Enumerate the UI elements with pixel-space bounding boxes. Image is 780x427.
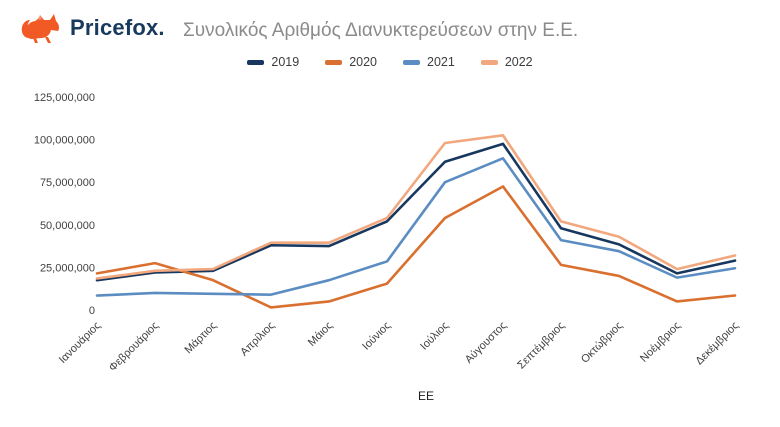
series-line-2022 xyxy=(95,134,737,280)
y-axis-tick-label: 125,000,000 xyxy=(34,92,95,104)
pricefox-logo: Pricefox. xyxy=(20,12,165,44)
x-axis-tick-label: Απρίλιος xyxy=(238,320,277,359)
fox-icon xyxy=(21,14,60,43)
y-axis-tick-label: 100,000,000 xyxy=(34,135,95,147)
chart-title: Συνολικός Αριθμός Διανυκτερεύσεων στην Ε… xyxy=(183,20,579,41)
legend-swatch-2022 xyxy=(480,59,498,65)
x-axis-tick-label: Δεκέμβριος xyxy=(693,320,741,368)
legend-swatch-2021 xyxy=(403,59,420,65)
legend-item-2021: 2021 xyxy=(403,55,455,69)
x-axis-title: ΕΕ xyxy=(418,389,434,403)
legend-label-2020: 2020 xyxy=(349,55,377,69)
y-axis-tick-label: 25,000,000 xyxy=(40,262,95,274)
y-axis-tick-label: 50,000,000 xyxy=(40,220,95,232)
x-axis-tick-label: Μάρτιος xyxy=(182,320,219,357)
x-axis-tick-label: Μάιος xyxy=(306,320,335,349)
legend-swatch-2020 xyxy=(325,59,343,65)
y-axis-tick-label: 0 xyxy=(89,305,95,317)
legend-swatch-2019 xyxy=(247,59,265,65)
x-axis-tick-label: Σεπτέμβριος xyxy=(515,320,567,372)
legend-item-2020: 2020 xyxy=(325,55,377,69)
x-axis-tick-label: Ιανουάριος xyxy=(57,320,103,366)
legend-item-2022: 2022 xyxy=(480,55,533,69)
series-line-2020 xyxy=(95,185,737,309)
legend-item-2019: 2019 xyxy=(247,55,299,69)
x-axis-tick-label: Αύγουστος xyxy=(463,320,509,366)
chart-legend: 2019 2020 2021 2022 xyxy=(0,55,780,69)
x-axis-tick-label: Ιούνιος xyxy=(360,320,393,353)
series-line-2019 xyxy=(95,142,737,282)
series-line-2021 xyxy=(95,157,737,297)
logo-text: Pricefox. xyxy=(70,15,165,40)
x-axis-tick-label: Νοέμβριος xyxy=(638,320,683,365)
x-axis-tick-label: Ιούλιος xyxy=(418,320,451,353)
legend-label-2019: 2019 xyxy=(271,55,300,69)
x-axis-tick-label: Οκτώβριος xyxy=(579,320,625,366)
x-axis-tick-label: Φεβρουάριος xyxy=(107,320,161,374)
legend-label-2022: 2022 xyxy=(504,55,533,69)
legend-label-2021: 2021 xyxy=(427,55,455,69)
y-axis-tick-label: 75,000,000 xyxy=(40,177,95,189)
